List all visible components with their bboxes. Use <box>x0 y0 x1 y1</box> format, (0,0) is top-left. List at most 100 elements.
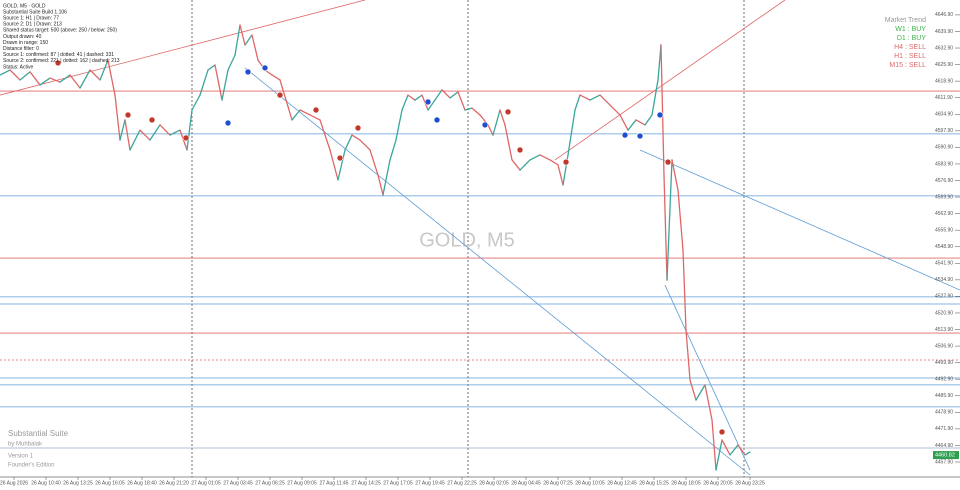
x-tick-label: 26 Aug 21:20 <box>159 480 189 486</box>
y-tick-label: 4632.90 <box>935 45 953 51</box>
price-segment <box>279 79 287 101</box>
market-trend-row: W1 : BUY <box>895 26 926 33</box>
price-segment <box>89 69 101 81</box>
y-tick-label: 4639.90 <box>935 29 953 35</box>
y-tick-label: 4569.90 <box>935 194 953 200</box>
price-segment <box>319 119 331 151</box>
x-tick-label: 28 Aug 12:45 <box>607 480 637 486</box>
y-tick-label: 4464.90 <box>935 443 953 449</box>
y-tick-label: 4618.90 <box>935 78 953 84</box>
price-segment <box>214 64 223 101</box>
price-segment <box>744 451 751 456</box>
y-tick-label: 4478.90 <box>935 410 953 416</box>
signal-marker <box>54 59 62 67</box>
x-tick-label: 27 Aug 22:25 <box>447 480 477 486</box>
price-segment <box>107 59 116 96</box>
trend-line <box>554 0 786 161</box>
trend-line <box>639 149 960 291</box>
price-segment <box>704 384 713 421</box>
signal-marker <box>148 116 156 124</box>
y-tick-label: 4541.90 <box>935 261 953 267</box>
x-tick-label: 27 Aug 14:25 <box>351 480 381 486</box>
signal-marker <box>621 131 629 139</box>
signal-marker <box>312 106 320 114</box>
price-segment <box>407 94 416 101</box>
y-tick-label: 4492.90 <box>935 377 953 383</box>
price-segment <box>737 444 746 456</box>
info-line: Source 2: confirmed: 221 | dotted: 162 |… <box>3 58 120 64</box>
price-segment <box>666 159 673 281</box>
price-segment <box>609 104 621 116</box>
price-segment <box>685 329 691 381</box>
price-segment <box>677 189 684 251</box>
signal-marker <box>261 64 269 72</box>
x-tick-label: 28 Aug 23:25 <box>735 480 765 486</box>
price-segment <box>139 129 151 141</box>
price-segment <box>285 99 293 121</box>
price-segment <box>519 159 531 171</box>
signal-marker <box>124 111 132 119</box>
price-segment <box>244 34 253 46</box>
y-tick-label: 4562.90 <box>935 211 953 217</box>
x-tick-label: 27 Aug 01:05 <box>191 480 221 486</box>
price-segment <box>414 94 423 101</box>
price-segment <box>449 91 459 99</box>
price-segment <box>589 94 601 101</box>
signal-marker <box>244 68 252 76</box>
price-segment <box>19 71 31 81</box>
price-segment <box>549 159 559 166</box>
price-segment <box>114 94 121 141</box>
y-tick-label: 4506.90 <box>935 343 953 349</box>
x-tick-label: 27 Aug 03:45 <box>223 480 253 486</box>
watermark: GOLD, M5 <box>419 229 515 251</box>
y-tick-label: 4583.90 <box>935 161 953 167</box>
y-tick-label: 4590.90 <box>935 145 953 151</box>
branding-line: by Muhbalak <box>8 442 43 448</box>
price-segment <box>729 444 739 456</box>
x-tick-label: 26 Aug 18:40 <box>127 480 157 486</box>
price-segment <box>695 384 706 401</box>
price-segment <box>191 94 201 111</box>
price-segment <box>539 154 551 161</box>
price-segment <box>682 249 687 331</box>
market-trend-row: D1 : BUY <box>897 35 927 42</box>
price-segment <box>619 114 629 131</box>
price-segment <box>557 164 564 186</box>
price-segment <box>427 99 436 111</box>
signal-marker <box>433 116 441 124</box>
y-tick-label: 4520.90 <box>935 310 953 316</box>
y-tick-label: 4471.90 <box>935 426 953 432</box>
price-segment <box>291 109 301 121</box>
price-segment <box>389 139 397 161</box>
market-trend-title: Market Trend <box>885 17 926 24</box>
price-segment <box>299 109 311 116</box>
x-tick-label: 27 Aug 17:05 <box>383 480 413 486</box>
price-segment <box>309 114 321 121</box>
y-tick-label: 4611.90 <box>935 95 953 101</box>
y-tick-label: 4597.90 <box>935 128 953 134</box>
price-segment <box>251 34 259 61</box>
branding-line: Substantial Suite <box>8 429 69 438</box>
signal-marker <box>354 124 362 132</box>
price-segment <box>627 119 637 131</box>
y-tick-label: 4646.90 <box>935 12 953 18</box>
info-line: Source 1: confirmed: 87 | dotted: 41 | d… <box>3 52 114 58</box>
signal-marker <box>224 119 232 127</box>
y-tick-label: 4576.90 <box>935 178 953 184</box>
x-tick-label: 28 Aug 20:05 <box>703 480 733 486</box>
price-segment <box>39 77 51 86</box>
price-segment <box>329 149 339 181</box>
x-tick-label: 26 Aug 10:40 <box>31 480 61 486</box>
price-segment <box>487 124 494 136</box>
x-tick-label: 28 Aug 10:05 <box>575 480 605 486</box>
x-tick-label: 28 Aug 07:25 <box>543 480 573 486</box>
signal-marker <box>481 121 489 129</box>
price-segment <box>271 74 281 81</box>
x-tick-label: 28 Aug 18:05 <box>671 480 701 486</box>
price-segment <box>351 134 361 141</box>
signal-marker <box>636 132 644 140</box>
y-tick-label: 4485.90 <box>935 393 953 399</box>
price-segment <box>337 149 346 181</box>
signal-marker <box>336 154 344 162</box>
